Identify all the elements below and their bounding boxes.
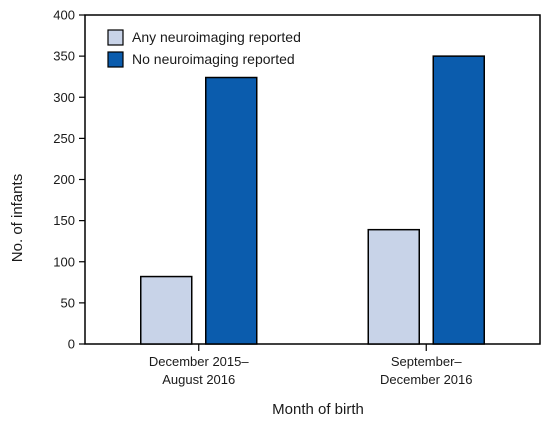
y-axis: 0 50 100 150 200 250 300 350 400: [53, 8, 85, 352]
legend-label: Any neuroimaging reported: [132, 29, 301, 45]
y-axis-title: No. of infants: [9, 174, 26, 262]
y-tick-label: 0: [68, 337, 75, 352]
x-tick-label: September–: [391, 354, 463, 369]
y-tick-label: 150: [53, 213, 75, 228]
x-tick-label: December 2015–: [149, 354, 249, 369]
x-axis: December 2015– August 2016 September– Decem…: [149, 344, 473, 387]
y-tick-label: 350: [53, 49, 75, 64]
y-tick-label: 200: [53, 172, 75, 187]
y-tick-label: 100: [53, 254, 75, 269]
x-axis-title: Month of birth: [272, 401, 364, 418]
legend: Any neuroimaging reported No neuroimaging…: [107, 29, 301, 68]
bar-no-neuroimaging: [205, 76, 258, 345]
y-tick-label: 250: [53, 131, 75, 146]
bars: [140, 55, 485, 345]
y-tick-label: 300: [53, 90, 75, 105]
legend-swatch: [107, 29, 124, 46]
bar-no-neuroimaging: [432, 55, 485, 345]
y-tick-label: 50: [61, 295, 75, 310]
y-tick-label: 400: [53, 8, 75, 23]
x-tick-label: August 2016: [162, 372, 235, 387]
legend-label: No neuroimaging reported: [132, 51, 295, 67]
legend-swatch: [107, 51, 124, 68]
bar-any-neuroimaging: [367, 228, 420, 345]
x-tick-label: December 2016: [380, 372, 473, 387]
bar-any-neuroimaging: [140, 275, 193, 345]
